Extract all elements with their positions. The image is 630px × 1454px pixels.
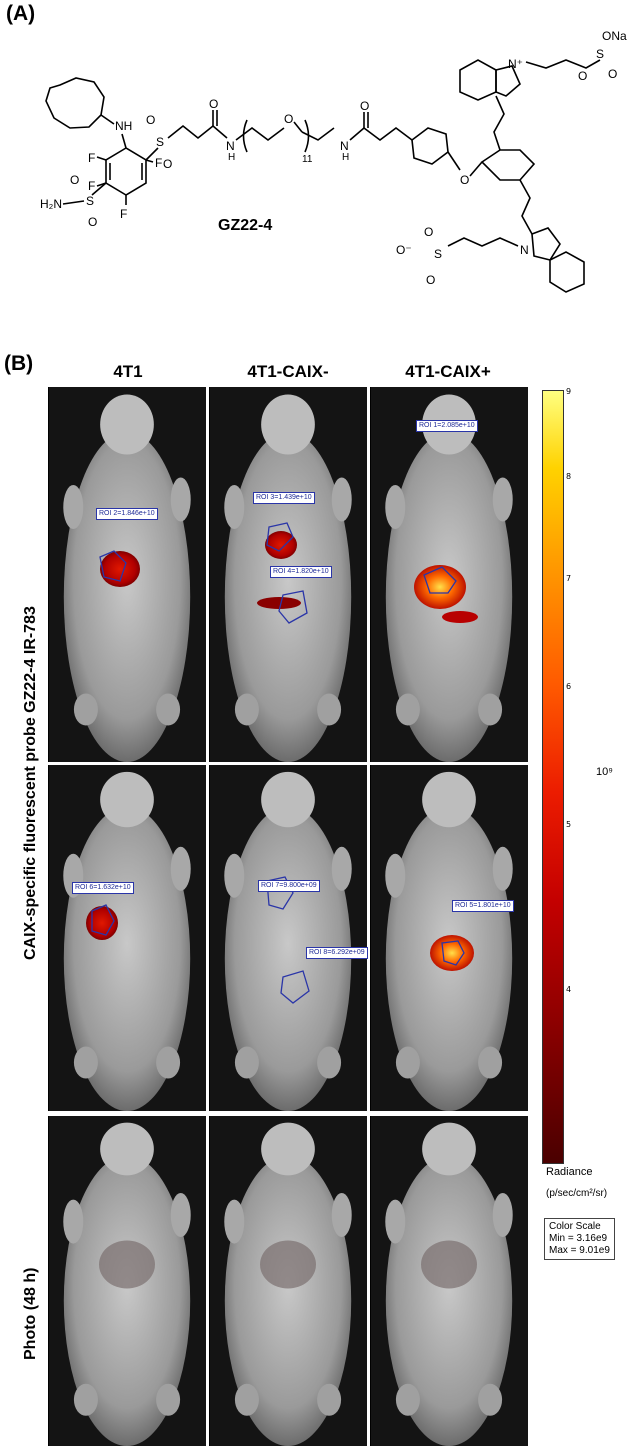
amide-h2: H [342,152,349,163]
phenoxy-ring [411,127,449,165]
compound-name: GZ22-4 [218,217,272,234]
radiance-color-scale-bar [542,390,564,1164]
sulfone-s: S [156,135,164,149]
scale-tick-6: 6 [566,682,572,691]
lower-indoline-benzo [549,251,585,293]
column-header-4t1-caix-pos: 4T1-CAIX+ [405,362,491,381]
sulfone-o1: O [146,113,155,127]
mouse-image-r1-c1 [48,387,206,762]
roi-label-2: ROI 2=1.846e+10 [96,508,158,520]
o-minus-label: O⁻ [396,243,412,257]
upper-indolium-ring [495,65,521,97]
mouse-image-r3-c1 [48,1116,206,1446]
roi-label-5: ROI 5=1.801e+10 [452,900,514,912]
indoline-n: N [520,243,529,257]
amide-n2: N [340,139,349,153]
peg-repeat-count: 11 [302,154,313,165]
amide-h1: H [228,152,235,163]
color-scale-legend-box: Color Scale Min = 3.16e9 Max = 9.01e9 [544,1218,615,1260]
sulfonamide-o2: O [88,215,97,229]
lower-sulfonate-o2: O [426,273,435,287]
mouse-image-r2-c1 [48,765,206,1111]
cyclohexene-ring [480,149,536,181]
amide-o2: O [360,99,369,113]
column-header-4t1-caix-neg: 4T1-CAIX- [247,362,329,381]
panel-a-letter: (A) [6,2,36,25]
roi-label-6: ROI 6=1.632e+10 [72,882,134,894]
ether-o: O [460,173,469,187]
roi-label-1: ROI 1=2.085e+10 [416,420,478,432]
roi-label-4: ROI 4=1.820e+10 [270,566,332,578]
lower-indoline-ring [531,227,561,261]
mouse-image-r3-c2 [209,1116,367,1446]
mouse-image-r2-c3 [370,765,528,1111]
amide-n1: N [226,139,235,153]
cyclooctane-ring [45,77,105,129]
fluorine-3: F [88,179,95,193]
amide-o1: O [209,97,218,111]
scale-tick-9: 9 [566,387,572,396]
scale-tick-4: 4 [566,985,572,994]
roi-label-3: ROI 3=1.439e+10 [253,492,315,504]
tetrafluorophenyl-ring [105,147,147,196]
color-scale-max: Max = 9.01e9 [549,1245,610,1256]
roi-label-7: ROI 7=9.800e+09 [258,880,320,892]
sulfonamide-s: S [86,194,94,208]
mouse-image-r1-c3 [370,387,528,762]
ona-label: ONa [602,29,627,43]
upper-indolium-benzo [459,59,497,101]
mouse-image-r1-c2 [209,387,367,762]
scale-exponent: 10⁹ [596,766,613,778]
color-scale-title: Color Scale [549,1221,601,1232]
fluorine-1: F [88,151,95,165]
mouse-image-r2-c2 [209,765,367,1111]
fluorine-4: F [120,207,127,221]
upper-sulfonate-o2: O [608,67,617,81]
column-header-4t1: 4T1 [113,362,143,381]
peg-o: O [284,112,293,126]
color-scale-min: Min = 3.16e9 [549,1233,608,1244]
upper-sulfonate-o1: O [578,69,587,83]
row-label-fluorescent-probe: CAIX-specific fluorescent probe GZ22-4 I… [22,606,39,960]
row-label-photo: Photo (48 h) [22,1267,39,1360]
lower-sulfonate-s: S [434,247,442,261]
h2n-label: H₂N [40,197,62,211]
scale-tick-8: 8 [566,472,572,481]
panel-b-letter: (B) [4,352,34,375]
radiance-label: Radiance [546,1166,593,1178]
lower-sulfonate-o1: O [424,225,433,239]
mouse-image-r3-c3 [370,1116,528,1446]
sulfone-o2: O [163,157,172,171]
indolium-n-plus: N⁺ [508,57,523,71]
scale-tick-7: 7 [566,574,572,583]
radiance-unit: (p/sec/cm²/sr) [546,1188,608,1199]
scale-tick-5: 5 [566,820,572,829]
upper-sulfonate-s: S [596,47,604,61]
roi-label-8: ROI 8=6.292e+09 [306,947,368,959]
chemical-structure: NH F F F F S H₂N O O S O O O N H O 11 N … [40,29,627,293]
sulfonamide-o1: O [70,173,79,187]
fluorine-2: F [155,156,162,170]
nh-label: NH [115,119,132,133]
